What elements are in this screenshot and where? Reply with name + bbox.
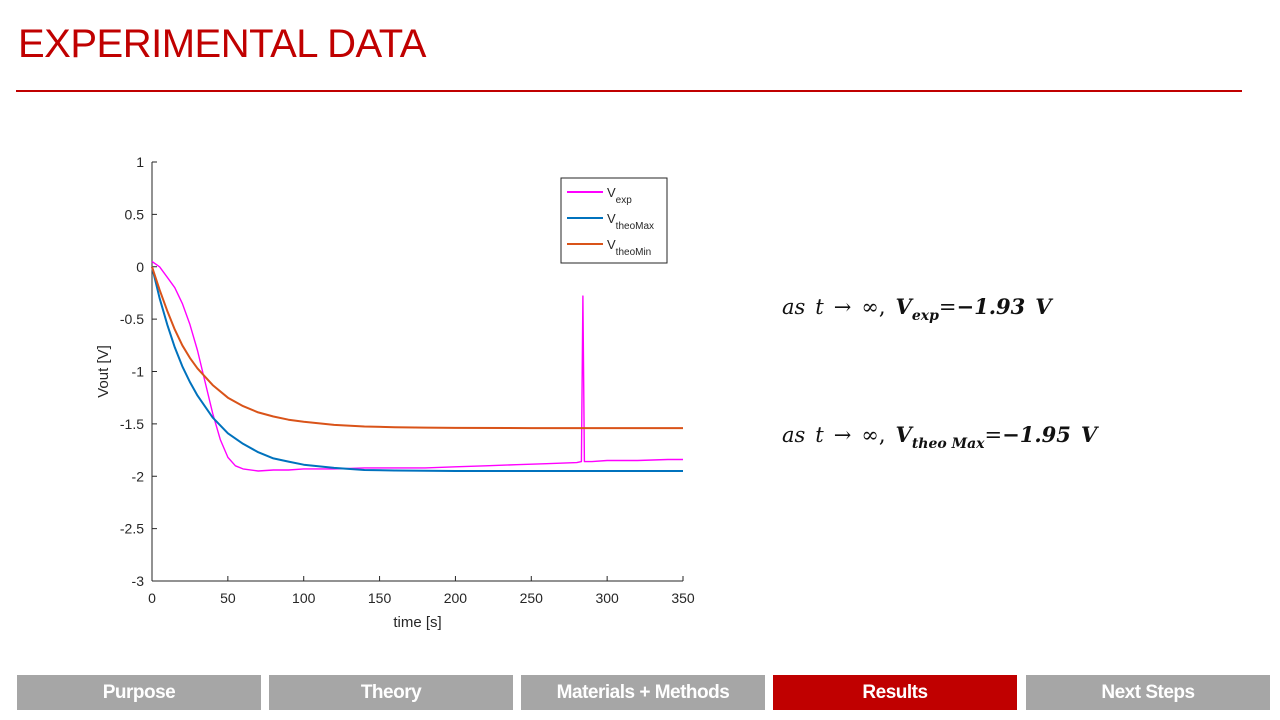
equation-symbol: V	[895, 422, 912, 447]
equation-value: −1.93	[956, 294, 1026, 319]
equation-t: t	[815, 295, 824, 319]
x-tick-label: 150	[368, 590, 392, 606]
y-tick-label: 1	[136, 154, 144, 170]
equation-value: −1.95	[1002, 422, 1071, 447]
y-tick-label: -1	[132, 364, 145, 380]
y-axis-label: Vout [V]	[95, 345, 112, 398]
equation-arrow: →	[833, 423, 852, 447]
legend-sublabel: exp	[616, 195, 633, 206]
nav-tab-results[interactable]: Results	[773, 675, 1017, 710]
equation-equals: =	[938, 295, 957, 319]
series-line-theomin	[151, 266, 683, 430]
equation-subscript: theo Max	[911, 436, 985, 452]
nav-tab-theory[interactable]: Theory	[269, 675, 513, 710]
equation-unit: V	[1080, 422, 1098, 447]
x-tick-label: 0	[148, 590, 156, 606]
equation-as: as	[782, 295, 806, 319]
x-tick-label: 100	[292, 590, 316, 606]
equation-infinity: ∞,	[861, 295, 886, 319]
slide-title: EXPERIMENTAL DATA	[18, 22, 426, 66]
vout-chart: 0 50 100 150 200 250 300 350 1 0.5 0 -0.5 -1 -1.5 -2 -2…	[95, 154, 695, 631]
equation-theo-max: as t → ∞, Vtheo Max=−1.95 V	[782, 422, 1097, 452]
equation-as: as	[782, 423, 806, 447]
y-tick-label: -2	[132, 468, 145, 484]
equation-exp: as t → ∞, Vexp=−1.93 V	[782, 294, 1052, 324]
equation-unit: V	[1035, 294, 1052, 319]
equation-infinity: ∞,	[861, 423, 886, 447]
x-tick-label: 300	[595, 590, 619, 606]
y-tick-label: -0.5	[120, 311, 144, 327]
equation-symbol: V	[895, 294, 912, 319]
equation-equals: =	[984, 423, 1003, 447]
nav-tab-purpose[interactable]: Purpose	[17, 675, 261, 710]
legend-sublabel: theoMax	[616, 221, 654, 232]
chart-axes: 0 50 100 150 200 250 300 350 1 0.5 0 -0.5 -1 -1.5 -2 -2…	[95, 154, 695, 631]
nav-tab-next-steps[interactable]: Next Steps	[1026, 675, 1270, 710]
y-tick-label: 0	[136, 259, 144, 275]
x-tick-label: 50	[220, 590, 236, 606]
x-tick-label: 200	[444, 590, 468, 606]
nav-tab-materials-methods[interactable]: Materials + Methods	[521, 675, 765, 710]
legend-sublabel: theoMin	[616, 247, 652, 258]
equation-t: t	[815, 423, 824, 447]
equation-arrow: →	[833, 295, 852, 319]
series-line-exp	[151, 260, 683, 472]
chart-series	[151, 260, 683, 472]
equation-subscript: exp	[911, 308, 939, 324]
x-tick-label: 250	[520, 590, 544, 606]
title-divider	[16, 90, 1242, 92]
y-tick-label: -1.5	[120, 416, 144, 432]
bottom-nav: Purpose Theory Materials + Methods Resul…	[17, 675, 1271, 710]
x-axis-label: time [s]	[393, 614, 441, 631]
series-line-theomax	[151, 266, 683, 472]
y-tick-label: 0.5	[125, 206, 145, 222]
y-tick-label: -2.5	[120, 521, 144, 537]
x-tick-label: 350	[671, 590, 695, 606]
y-tick-label: -3	[132, 573, 145, 589]
